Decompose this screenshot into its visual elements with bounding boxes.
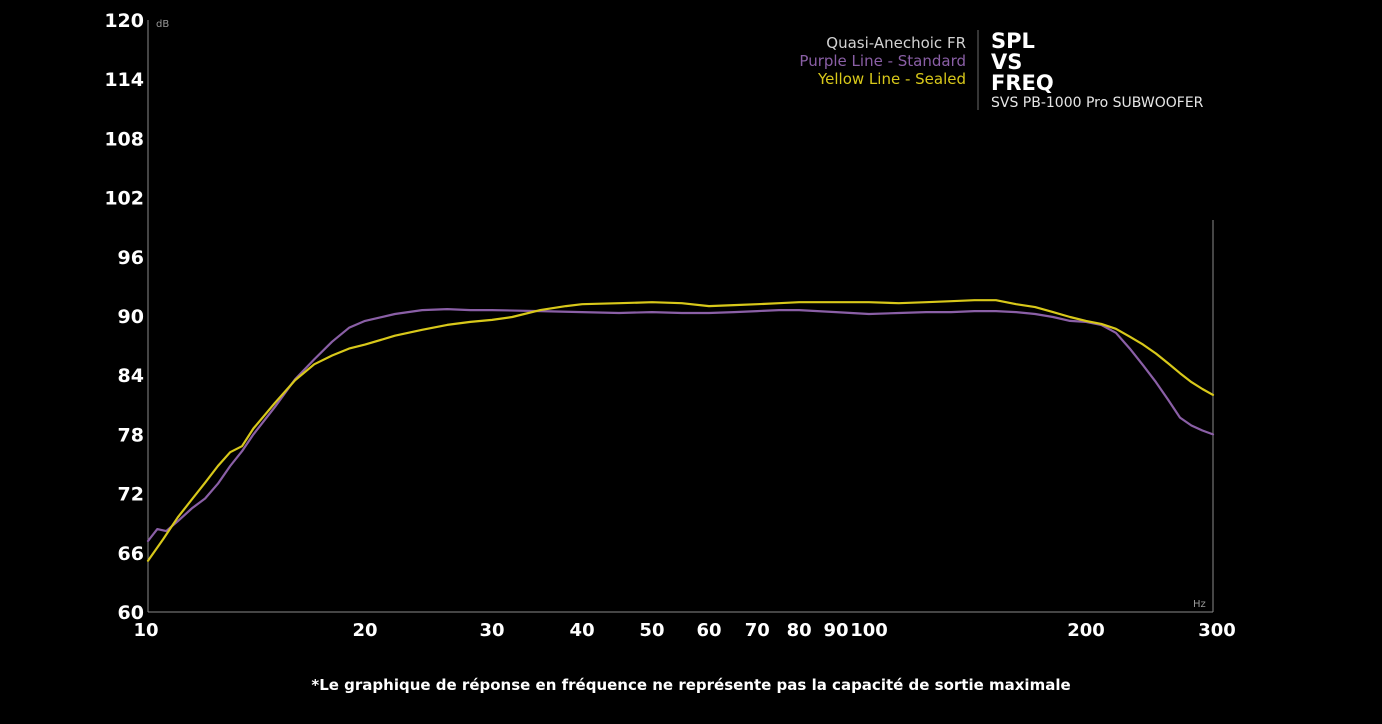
x-tick-label: 20: [353, 620, 378, 641]
y-tick-labels: 60 66 72 78 84 90 96 102 108 114 120: [104, 10, 144, 624]
x-tick-label: 60: [697, 620, 722, 641]
footnote: *Le graphique de réponse en fréquence ne…: [311, 676, 1071, 694]
x-tick-label: 80: [787, 620, 812, 641]
x-tick-label: 40: [570, 620, 595, 641]
x-tick-label: 70: [745, 620, 770, 641]
chart-heading: SPL VS FREQ SVS PB-1000 Pro SUBWOOFER: [991, 29, 1204, 111]
legend-entry-purple: Purple Line - Standard: [799, 52, 966, 70]
y-tick-label: 102: [104, 188, 144, 210]
legend: Quasi-Anechoic FR Purple Line - Standard…: [799, 30, 979, 110]
heading-subtitle: SVS PB-1000 Pro SUBWOOFER: [991, 95, 1204, 111]
series-line-sealed: [146, 299, 1215, 562]
x-tick-label: 100: [850, 620, 888, 641]
x-tick-label: 30: [479, 620, 504, 641]
y-tick-label: 120: [104, 10, 144, 32]
y-tick-label: 84: [118, 365, 144, 387]
x-tick-label: 10: [133, 620, 158, 641]
y-unit-label: dB: [156, 19, 169, 30]
x-tick-label: 50: [639, 620, 664, 641]
x-tick-label: 200: [1067, 620, 1105, 641]
x-tick-labels: 10 20 30 40 50 60 70 80 90 100 200 300: [133, 620, 1235, 641]
legend-title: Quasi-Anechoic FR: [826, 34, 966, 52]
y-tick-label: 60: [118, 602, 144, 624]
series-line-standard: [146, 308, 1215, 543]
y-tick-label: 96: [118, 247, 144, 269]
x-tick-label: 90: [823, 620, 848, 641]
y-tick-label: 108: [104, 128, 144, 150]
heading-vs: VS: [991, 50, 1022, 74]
chart-axes: [147, 20, 1214, 613]
series-lines: [146, 299, 1215, 562]
x-unit-label: Hz: [1193, 599, 1206, 610]
y-tick-label: 66: [118, 543, 144, 565]
y-tick-label: 90: [118, 306, 144, 328]
legend-entry-yellow: Yellow Line - Sealed: [817, 70, 966, 88]
heading-spl: SPL: [991, 29, 1035, 53]
y-tick-label: 72: [118, 484, 144, 506]
y-tick-label: 114: [104, 69, 144, 91]
y-tick-label: 78: [118, 424, 144, 446]
heading-freq: FREQ: [991, 71, 1054, 95]
x-tick-label: 300: [1198, 620, 1236, 641]
